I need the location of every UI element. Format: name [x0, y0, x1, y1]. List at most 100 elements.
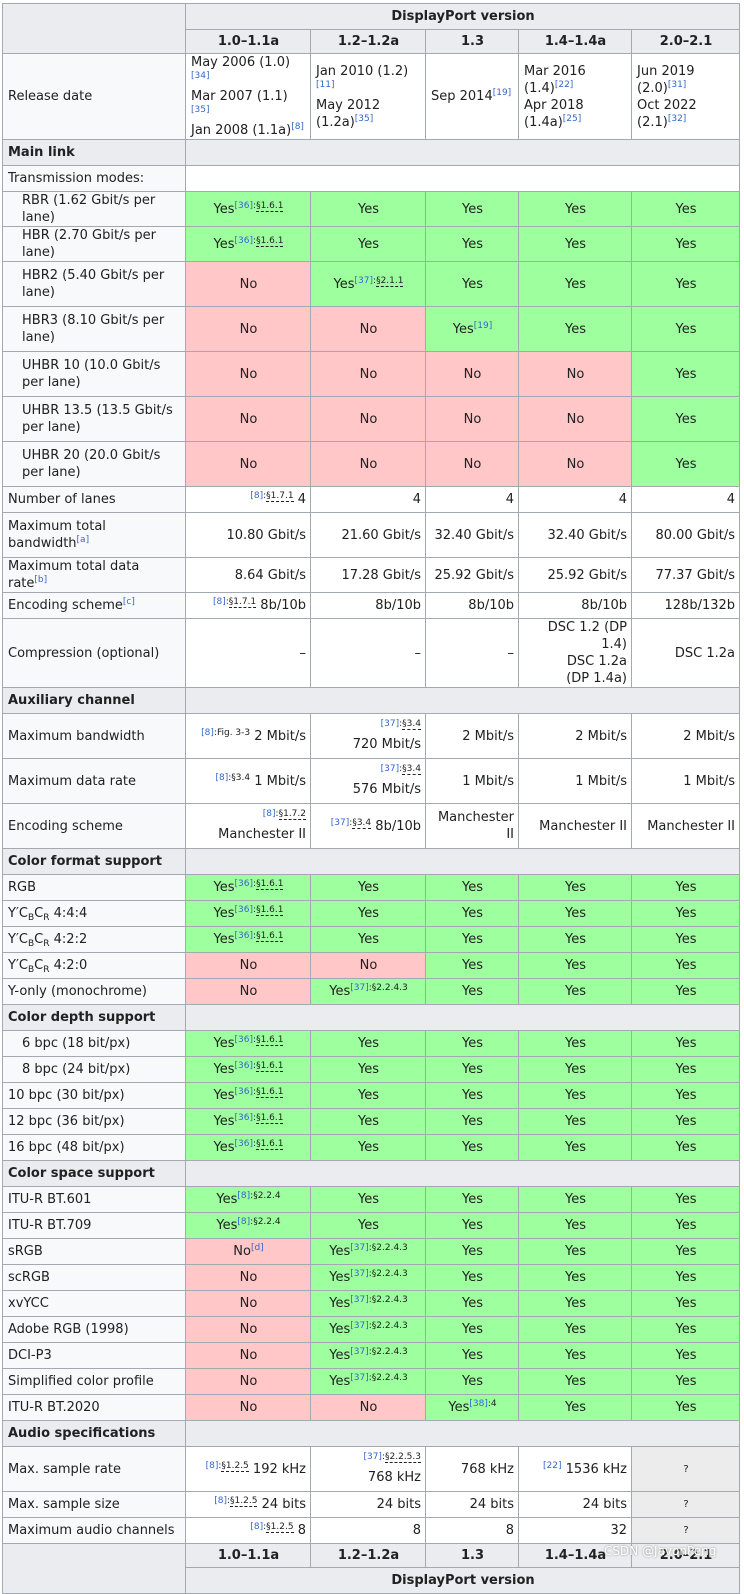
citation-link[interactable]: [8]: [212, 597, 226, 607]
citation-link[interactable]: [22]: [543, 1460, 562, 1471]
table-cell: Yes[36]:§1.6.1: [185, 191, 311, 227]
table-cell: No: [185, 261, 311, 307]
citation-link[interactable]: [8]: [201, 727, 214, 738]
citation-link[interactable]: [31]: [667, 79, 687, 90]
citation-link[interactable]: [36]: [234, 1035, 254, 1045]
citation-link[interactable]: [36]: [234, 1113, 254, 1123]
table-row: Maximum bandwidth [8]:Fig. 3-3 2 Mbit/s …: [2, 713, 741, 759]
note-link[interactable]: [c]: [122, 597, 135, 607]
citation-link[interactable]: [36]: [234, 1061, 254, 1071]
citation-link[interactable]: [11]: [316, 79, 335, 90]
citation-link[interactable]: [8]: [214, 1496, 227, 1506]
citation-link[interactable]: [19]: [492, 88, 512, 98]
citation-link[interactable]: [8]: [262, 809, 276, 819]
citation-link[interactable]: [36]: [234, 235, 254, 246]
citation-link[interactable]: [8]: [205, 1460, 219, 1471]
table-cell: Manchester II: [518, 803, 632, 849]
note-link[interactable]: [a]: [76, 535, 90, 545]
row-label: Maximum total bandwidth[a]: [2, 512, 186, 558]
citation-link[interactable]: [36]: [234, 879, 254, 889]
table-cell: Yes: [630, 226, 741, 262]
citation-link[interactable]: [37]: [363, 1452, 382, 1462]
row-label: sRGB: [2, 1238, 186, 1265]
citation-link[interactable]: [8]: [237, 1217, 251, 1227]
citation-link[interactable]: [37]: [350, 1321, 369, 1331]
table-row: scRGB No Yes[37]:§2.2.4.3 Yes Yes Yes: [2, 1264, 741, 1291]
note-link[interactable]: [d]: [250, 1243, 264, 1253]
citation-link[interactable]: [36]: [234, 931, 254, 941]
section-header: Color depth support: [2, 1004, 186, 1031]
citation-link[interactable]: [35]: [354, 113, 374, 124]
table-row: Number of lanes [8]:§1.7.1 4 4 4 4 4: [2, 486, 741, 513]
table-cell: No: [185, 1264, 311, 1291]
table-cell: Yes: [310, 900, 426, 927]
table-row: Maximum data rate [8]:§3.4 1 Mbit/s [37]…: [2, 758, 741, 804]
citation-link[interactable]: [8]: [250, 1522, 264, 1532]
row-label: Encoding scheme[c]: [2, 592, 186, 619]
table-cell: Yes[36]:§1.6.1: [185, 900, 311, 927]
citation-link[interactable]: [36]: [234, 200, 254, 211]
table-cell: Yes: [518, 1342, 632, 1369]
section-filler: [184, 687, 741, 714]
table-cell: Yes: [425, 1342, 519, 1369]
row-label: 10 bpc (30 bit/px): [2, 1082, 186, 1109]
citation-link[interactable]: [19]: [473, 320, 493, 331]
citation-link[interactable]: [38]: [469, 1399, 488, 1409]
table-row: 16 bpc (48 bit/px) Yes[36]:§1.6.1 Yes Yes Ye…: [2, 1134, 741, 1161]
citation-link[interactable]: [37]: [380, 719, 400, 729]
table-cell: [8]:§1.2.5 24 bits: [185, 1491, 311, 1518]
citation-link[interactable]: [37]: [350, 1347, 369, 1357]
citation-link[interactable]: [8]: [291, 122, 304, 132]
table-cell: Yes: [518, 191, 632, 227]
citation-link[interactable]: [34]: [191, 71, 210, 81]
citation-link[interactable]: [32]: [667, 113, 687, 124]
table-cell: Yes: [425, 1238, 519, 1265]
citation-link[interactable]: [37]: [350, 983, 369, 993]
table-cell: Yes: [310, 1134, 426, 1161]
row-label: Simplified color profile: [2, 1368, 186, 1395]
table-cell: [37]:§3.4 8b/10b: [310, 803, 426, 849]
version-group-footer: DisplayPort version: [184, 1567, 741, 1594]
table-cell: ?: [630, 1491, 741, 1518]
citation-link[interactable]: [8]: [215, 772, 229, 783]
citation-link[interactable]: [36]: [234, 1139, 254, 1149]
release-cell: Sep 2014[19]: [425, 53, 519, 140]
citation-link[interactable]: [37]: [380, 764, 400, 774]
table-cell: No: [185, 1316, 311, 1343]
table-cell: 25.92 Gbit/s: [518, 557, 632, 593]
table-cell: Yes: [518, 926, 632, 953]
table-cell: Yes: [425, 1186, 519, 1213]
table-cell: Yes: [425, 191, 519, 227]
citation-link[interactable]: [36]: [234, 905, 254, 915]
table-cell: Yes[8]:§2.2.4: [185, 1212, 311, 1239]
citation-link[interactable]: [8]: [237, 1191, 251, 1201]
citation-link[interactable]: [37]: [350, 1295, 369, 1305]
table-cell: Yes: [425, 1290, 519, 1317]
table-cell: Yes: [425, 1134, 519, 1161]
citation-link[interactable]: [37]: [330, 817, 350, 828]
table-cell: [22] 1536 kHz: [518, 1446, 632, 1492]
table-cell: Yes: [630, 952, 741, 979]
citation-link[interactable]: [37]: [350, 1269, 369, 1279]
citation-link[interactable]: [22]: [554, 79, 574, 90]
table-cell: Yes: [630, 1316, 741, 1343]
row-label: Maximum data rate: [2, 758, 186, 804]
citation-link[interactable]: [25]: [562, 113, 582, 124]
table-cell: Yes: [310, 926, 426, 953]
citation-link[interactable]: [8]: [250, 491, 264, 501]
table-cell: Yes: [310, 1030, 426, 1057]
citation-link[interactable]: [37]: [350, 1373, 369, 1383]
row-label: DCI-P3: [2, 1342, 186, 1369]
table-cell: Yes: [630, 1264, 741, 1291]
citation-link[interactable]: [35]: [191, 105, 210, 115]
table-cell: Yes: [630, 926, 741, 953]
table-cell: Yes: [310, 226, 426, 262]
table-cell: 8: [425, 1517, 519, 1544]
citation-link[interactable]: [37]: [350, 1243, 369, 1253]
table-row: HBR2 (5.40 Gbit/s per lane) No Yes[37]:§…: [2, 261, 741, 307]
row-label: RBR (1.62 Gbit/s per lane): [2, 191, 186, 227]
table-cell: Yes[37]:§2.2.4.3: [310, 1238, 426, 1265]
citation-link[interactable]: [37]: [354, 275, 374, 286]
citation-link[interactable]: [36]: [234, 1087, 254, 1097]
note-link[interactable]: [b]: [34, 575, 48, 585]
